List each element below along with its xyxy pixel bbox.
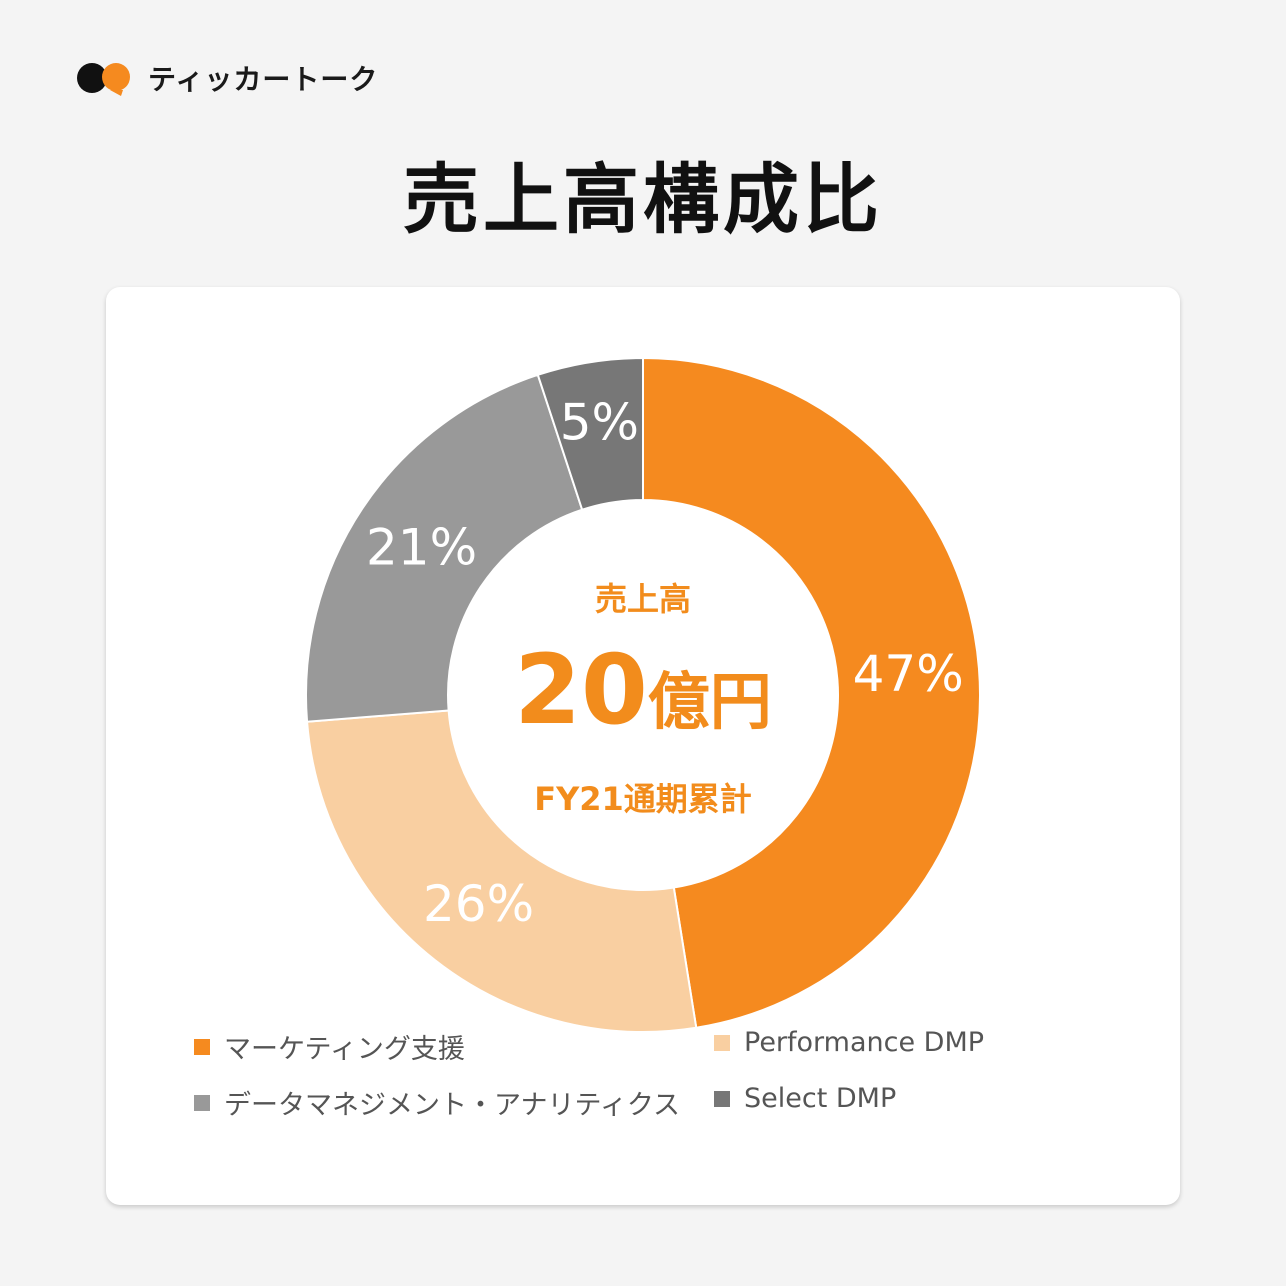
legend-label-0: マーケティング支援 [224, 1034, 465, 1065]
page-title: 売上高構成比 [403, 155, 883, 244]
slice-label-1: 26% [423, 875, 534, 933]
brand-logo: ティッカートーク [76, 58, 378, 98]
donut-slice-0 [642, 356, 981, 1029]
slice-label-2: 21% [366, 519, 477, 577]
legend-swatch-3 [714, 1090, 730, 1107]
center-amount-unit: 億円 [647, 665, 772, 738]
legend-label-1: Performance DMP [744, 1027, 985, 1058]
center-period: FY21通期累計 [534, 780, 752, 818]
donut-slice-2 [305, 373, 584, 723]
brand-name: ティッカートーク [148, 63, 379, 96]
legend-item-3: Select DMP [714, 1083, 896, 1114]
legend-item-2: データマネジメント・アナリティクス [194, 1083, 680, 1122]
center-amount: 20億円 [106, 635, 1180, 757]
center-label: 売上高 [594, 580, 691, 618]
legend-swatch-2 [194, 1094, 210, 1111]
legend-item-1: Performance DMP [714, 1027, 984, 1058]
slice-label-3: 5% [560, 393, 639, 451]
donut-slice-1 [305, 709, 698, 1033]
donut-slice-3 [536, 356, 644, 511]
legend-label-2: データマネジメント・アナリティクス [224, 1090, 681, 1121]
slice-label-0: 47% [853, 645, 964, 703]
donut-chart: 47% 26% 21% 5% [305, 356, 981, 1033]
legend-item-0: マーケティング支援 [194, 1027, 465, 1066]
legend-label-3: Select DMP [744, 1083, 897, 1114]
chart-card: 47% 26% 21% 5% 売上高 20億円 FY21通期累計 マーケティング支援 … [106, 287, 1180, 1205]
brand-mark-icon [77, 63, 130, 96]
legend-swatch-1 [714, 1034, 730, 1051]
legend-swatch-0 [194, 1038, 210, 1055]
center-amount-value: 20 [514, 634, 648, 746]
